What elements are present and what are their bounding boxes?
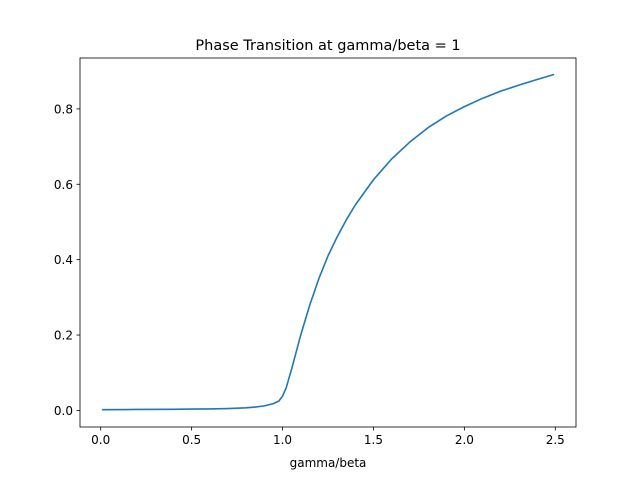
plot-frame	[79, 57, 577, 428]
chart-title: Phase Transition at gamma/beta = 1	[195, 38, 460, 54]
x-tick-label: 1.0	[273, 433, 292, 447]
y-tick-label: 0.6	[54, 178, 73, 192]
x-tick-label: 0.0	[91, 433, 110, 447]
x-tick-label: 0.5	[182, 433, 201, 447]
y-tick-label: 0.8	[54, 102, 73, 116]
y-tick-label: 0.2	[54, 329, 73, 343]
y-tick-label: 0.4	[54, 253, 73, 267]
y-tick-label: 0.0	[54, 404, 73, 418]
x-tick-label: 1.5	[364, 433, 383, 447]
series-line-0	[101, 73, 555, 411]
x-axis-label: gamma/beta	[290, 456, 367, 470]
x-tick-label: 2.5	[546, 433, 565, 447]
x-tick-label: 2.0	[455, 433, 474, 447]
